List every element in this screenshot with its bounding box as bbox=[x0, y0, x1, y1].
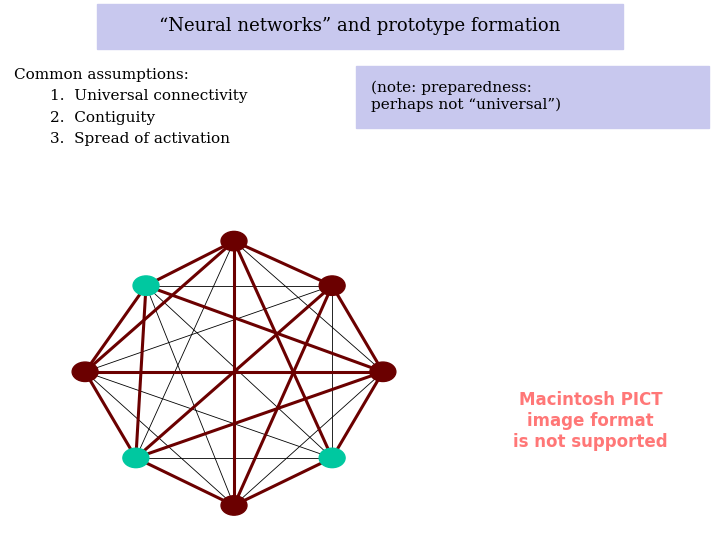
Text: Macintosh PICT
image format
is not supported: Macintosh PICT image format is not suppo… bbox=[513, 392, 667, 451]
Text: 3.  Spread of activation: 3. Spread of activation bbox=[50, 132, 230, 146]
Circle shape bbox=[370, 362, 396, 381]
Circle shape bbox=[72, 362, 98, 381]
Text: 1.  Universal connectivity: 1. Universal connectivity bbox=[50, 89, 248, 103]
Circle shape bbox=[123, 448, 149, 468]
Circle shape bbox=[221, 496, 247, 515]
Text: Common assumptions:: Common assumptions: bbox=[14, 68, 189, 82]
FancyBboxPatch shape bbox=[356, 66, 709, 128]
Text: 2.  Contiguity: 2. Contiguity bbox=[50, 111, 156, 125]
Circle shape bbox=[319, 448, 345, 468]
Text: (note: preparedness:
perhaps not “universal”): (note: preparedness: perhaps not “univer… bbox=[371, 80, 561, 112]
FancyBboxPatch shape bbox=[97, 4, 623, 49]
Circle shape bbox=[133, 276, 159, 295]
Circle shape bbox=[221, 231, 247, 251]
Text: “Neural networks” and prototype formation: “Neural networks” and prototype formatio… bbox=[159, 17, 561, 35]
Circle shape bbox=[319, 276, 345, 295]
